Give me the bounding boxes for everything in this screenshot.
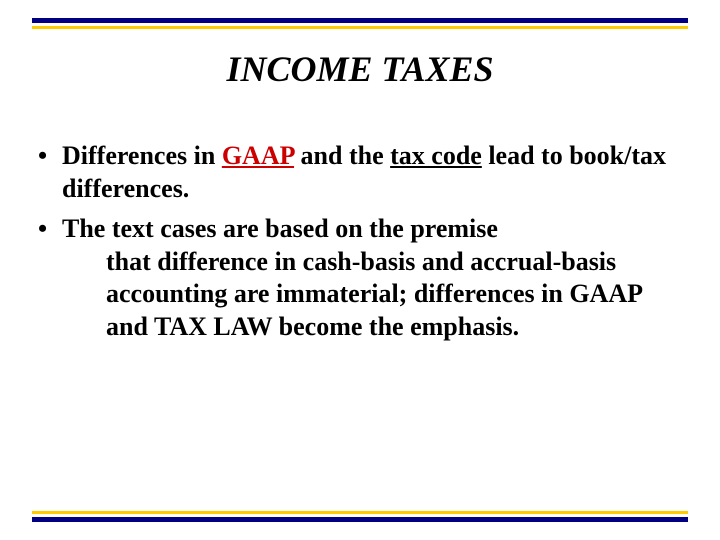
top-rule-navy	[32, 18, 688, 23]
bullet-list: Differences in GAAP and the tax code lea…	[36, 140, 684, 343]
bottom-rule-navy	[32, 517, 688, 522]
slide-body: Differences in GAAP and the tax code lea…	[36, 140, 684, 351]
top-rule-gold	[32, 26, 688, 29]
top-rule-group	[32, 18, 688, 29]
text-run-underline: tax code	[390, 141, 482, 170]
text-run: Differences in	[62, 141, 222, 170]
bottom-rule-gold	[32, 511, 688, 514]
bullet-item: Differences in GAAP and the tax code lea…	[36, 140, 684, 205]
text-run-error: GAAP	[222, 141, 294, 170]
bullet-wrapped-lines: that difference in cash-basis and accrua…	[62, 246, 684, 344]
text-run: and the	[294, 141, 390, 170]
bullet-text: The text cases are based on the premise	[62, 214, 498, 243]
bottom-rule-group	[32, 511, 688, 522]
bullet-item: The text cases are based on the premise …	[36, 213, 684, 343]
bullet-text: Differences in GAAP and the tax code lea…	[62, 141, 666, 203]
slide-title: INCOME TAXES	[0, 48, 720, 90]
